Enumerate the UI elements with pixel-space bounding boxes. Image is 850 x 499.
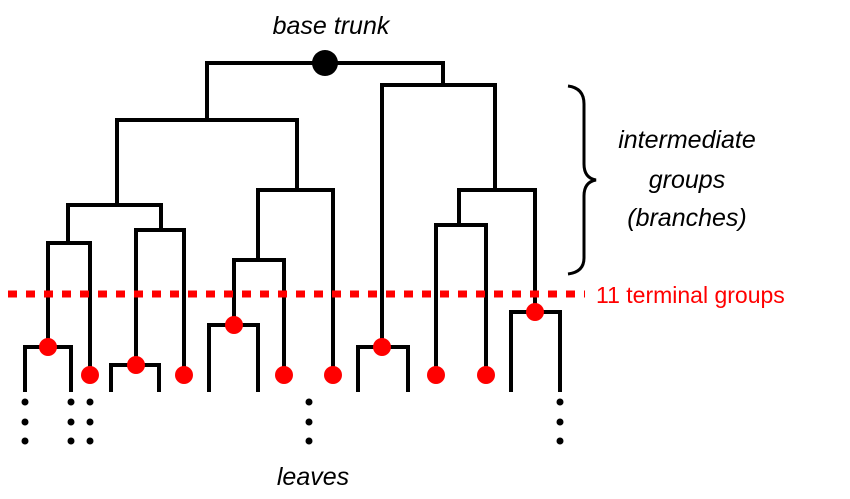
terminal-node <box>373 338 391 356</box>
terminal-node <box>275 366 293 384</box>
terminal-node <box>526 303 544 321</box>
intermediate-bracket <box>567 84 597 276</box>
terminal-node <box>427 366 445 384</box>
intermediate-label-line3: (branches) <box>627 204 747 232</box>
intermediate-label-line2: groups <box>649 166 725 194</box>
terminal-node <box>225 316 243 334</box>
terminal-nodes <box>39 303 544 384</box>
right-major-branch <box>380 83 497 349</box>
leaves-label: leaves <box>277 463 349 491</box>
branch-d <box>434 223 488 377</box>
right-sub-branch <box>457 188 537 314</box>
branch-c <box>232 258 286 377</box>
intermediate-label-line1: intermediate <box>618 126 756 154</box>
terminal-node <box>324 366 342 384</box>
base-trunk-label: base trunk <box>273 12 391 40</box>
tree-branches <box>23 61 562 392</box>
terminal-group-5 <box>509 310 562 392</box>
left-major-branch <box>115 118 299 207</box>
leaf-dots <box>21 398 564 445</box>
terminal-node <box>127 356 145 374</box>
terminal-node <box>477 366 495 384</box>
left-right-branch <box>256 188 335 377</box>
terminal-node <box>81 366 99 384</box>
root-node <box>312 50 338 76</box>
left-left-branch <box>66 203 163 245</box>
terminal-groups-label: 11 terminal groups <box>596 282 785 308</box>
terminal-group-3 <box>207 323 260 392</box>
terminal-node <box>39 338 57 356</box>
branch-b <box>134 228 186 377</box>
terminal-node <box>175 366 193 384</box>
